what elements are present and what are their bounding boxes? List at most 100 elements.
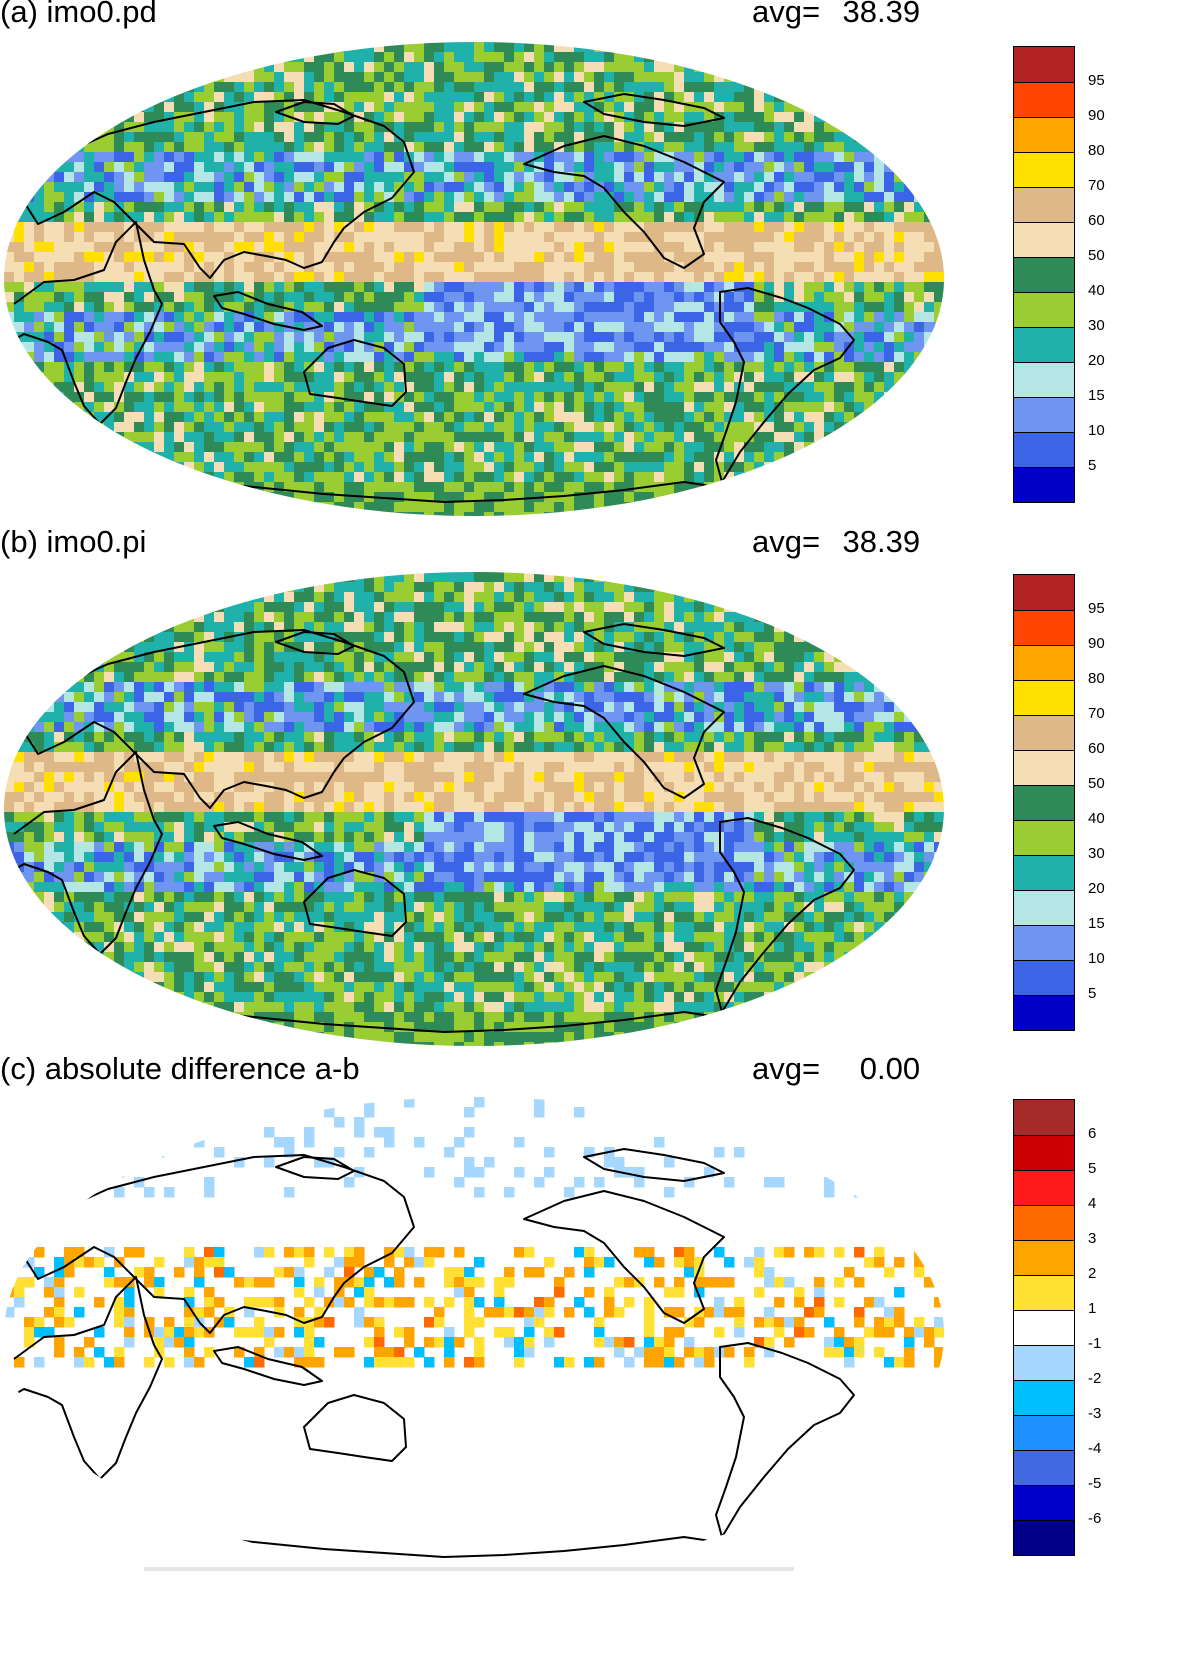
field-cell xyxy=(734,582,745,593)
field-cell xyxy=(14,82,25,93)
field-cell xyxy=(404,42,415,53)
field-cell xyxy=(504,492,515,503)
field-cell xyxy=(464,152,475,163)
field-cell xyxy=(284,122,295,133)
field-cell xyxy=(444,362,455,373)
field-cell xyxy=(694,292,705,303)
field-cell xyxy=(424,72,435,83)
field-cell xyxy=(504,462,515,473)
field-cell xyxy=(4,42,15,53)
field-cell xyxy=(534,412,545,423)
field-cell xyxy=(684,142,695,153)
field-cell xyxy=(644,292,655,303)
field-cell xyxy=(564,252,575,263)
field-cell xyxy=(734,52,745,63)
field-cell xyxy=(504,322,515,333)
field-cell xyxy=(114,102,125,113)
field-cell xyxy=(664,182,675,193)
field-cell xyxy=(34,322,45,333)
field-cell xyxy=(424,492,435,503)
field-cell xyxy=(34,202,45,213)
field-cell xyxy=(324,242,335,253)
field-cell xyxy=(344,602,355,613)
field-cell xyxy=(34,52,45,63)
field-cell xyxy=(804,162,815,173)
field-cell xyxy=(4,82,15,93)
field-cell xyxy=(594,362,605,373)
field-cell xyxy=(594,252,605,263)
field-cell xyxy=(434,602,445,613)
field-cell xyxy=(214,102,225,113)
coastline xyxy=(213,291,323,331)
field-cell xyxy=(274,62,285,73)
field-cell xyxy=(34,272,45,283)
field-cell xyxy=(764,482,775,493)
field-cell xyxy=(124,42,135,53)
field-cell xyxy=(204,482,215,493)
field-cell xyxy=(664,442,675,453)
field-cell xyxy=(664,132,675,143)
field-cell xyxy=(794,182,805,193)
field-cell xyxy=(124,322,135,333)
field-cell xyxy=(654,312,665,323)
field-cell xyxy=(114,242,125,253)
field-cell xyxy=(184,592,195,603)
field-cell xyxy=(304,212,315,223)
field-cell xyxy=(234,192,245,203)
field-cell xyxy=(184,392,195,403)
field-cell xyxy=(884,432,895,443)
field-cell xyxy=(14,232,25,243)
field-cell xyxy=(904,202,915,213)
field-cell xyxy=(74,72,85,83)
field-cell xyxy=(744,262,755,273)
field-cell xyxy=(314,222,325,233)
field-cell xyxy=(214,112,225,123)
field-cell xyxy=(284,232,295,243)
field-cell xyxy=(504,142,515,153)
field-cell xyxy=(334,412,345,423)
field-cell xyxy=(714,232,725,243)
field-cell xyxy=(14,432,25,443)
field-cell xyxy=(234,462,245,473)
field-cell xyxy=(164,162,175,173)
field-cell xyxy=(264,512,275,516)
field-cell xyxy=(844,292,855,303)
field-cell xyxy=(654,512,665,516)
field-cell xyxy=(734,82,745,93)
field-cell xyxy=(884,462,895,473)
field-cell xyxy=(414,252,425,263)
field-cell xyxy=(844,352,855,363)
field-cell xyxy=(134,582,145,593)
field-cell xyxy=(904,342,915,353)
field-cell xyxy=(44,162,55,173)
field-cell xyxy=(904,152,915,163)
field-cell xyxy=(244,372,255,383)
field-cell xyxy=(464,512,475,516)
field-cell xyxy=(214,272,225,283)
field-cell xyxy=(224,592,235,603)
field-cell xyxy=(334,592,345,603)
field-cell xyxy=(754,302,765,313)
field-cell xyxy=(364,392,375,403)
field-cell xyxy=(784,62,795,73)
field-cell xyxy=(654,432,665,443)
field-cell xyxy=(794,402,805,413)
field-cell xyxy=(74,412,85,423)
field-cell xyxy=(604,492,615,503)
field-cell xyxy=(334,582,345,593)
field-cell xyxy=(234,212,245,223)
field-cell xyxy=(864,602,875,613)
field-cell xyxy=(54,232,65,243)
field-cell xyxy=(904,142,915,153)
field-cell xyxy=(214,332,225,343)
field-cell xyxy=(184,202,195,213)
field-cell xyxy=(834,172,845,183)
field-cell xyxy=(364,612,375,623)
field-cell xyxy=(604,472,615,483)
field-cell xyxy=(204,412,215,423)
field-cell xyxy=(544,412,555,423)
field-cell xyxy=(284,182,295,193)
field-cell xyxy=(154,462,165,473)
field-cell xyxy=(604,422,615,433)
field-cell xyxy=(934,472,944,483)
